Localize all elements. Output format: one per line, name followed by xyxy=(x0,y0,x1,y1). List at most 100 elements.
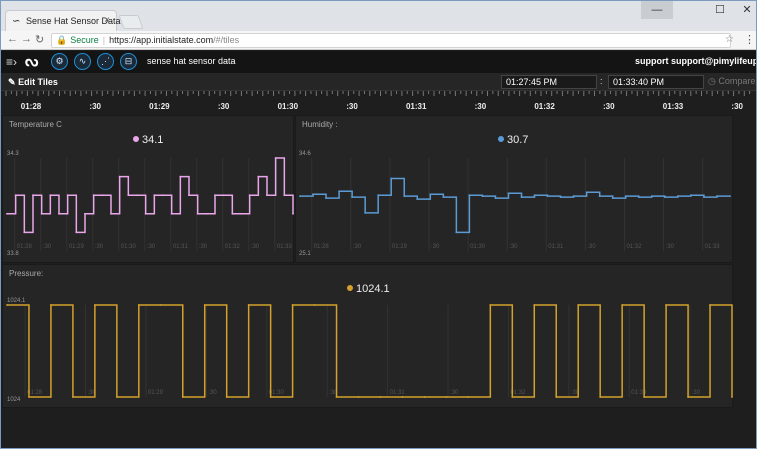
address-bar: ← → ↻ 🔒 Secure | https://app.initialstate.c… xyxy=(1,31,756,50)
data-point xyxy=(351,196,354,199)
x-tick-label: :30 xyxy=(587,244,596,250)
settings-icon[interactable]: ⚙ xyxy=(51,53,68,70)
x-tick-label: :30 xyxy=(251,244,260,250)
x-tick-label: 01:29 xyxy=(69,244,85,250)
minimize-button[interactable]: — xyxy=(641,1,673,19)
data-point xyxy=(299,195,301,198)
browser-tab[interactable]: ∽ Sense Hat Sensor Data × xyxy=(5,10,121,31)
initialstate-favicon-icon: ∽ xyxy=(12,16,21,27)
data-point xyxy=(468,194,471,197)
humidity-dot xyxy=(498,136,504,142)
bookmark-star-icon[interactable]: ☆ xyxy=(725,34,734,45)
data-point xyxy=(665,304,667,306)
x-tick-label: :30 xyxy=(692,390,701,396)
temperature-value-text: 34.1 xyxy=(142,134,164,146)
series-line xyxy=(300,177,730,234)
data-point xyxy=(50,304,52,306)
data-point xyxy=(14,194,17,197)
close-tab-icon[interactable]: × xyxy=(104,15,110,26)
data-point xyxy=(546,195,549,198)
data-point xyxy=(274,157,277,159)
pressure-title: Pressure: xyxy=(9,269,44,278)
data-point xyxy=(179,175,182,178)
pressure-dot xyxy=(347,285,353,291)
humidity-chart: 01:28:30 01:29:30 01:30:30 01:31:30 01:32:30… xyxy=(299,158,731,251)
bucket-name: sense hat sensor data xyxy=(147,56,236,66)
data-point xyxy=(379,396,382,398)
x-tick-label: 01:33 xyxy=(631,390,647,396)
data-point xyxy=(455,231,458,234)
x-tick-label: 01:29 xyxy=(148,390,164,396)
data-point xyxy=(6,212,8,215)
x-tick-label: 01:28 xyxy=(17,244,33,250)
close-window-button[interactable]: ✕ xyxy=(742,4,752,16)
x-tick-label: :30 xyxy=(147,244,156,250)
data-point xyxy=(403,195,406,198)
support-link[interactable]: support xyxy=(635,56,669,66)
waves-icon[interactable]: ∿ xyxy=(74,53,91,70)
data-point xyxy=(214,194,216,197)
data-point xyxy=(690,194,692,197)
data-point xyxy=(703,196,705,199)
data-point xyxy=(401,396,404,398)
data-point xyxy=(32,194,34,197)
pressure-ymax: 1024.1 xyxy=(7,298,26,304)
temperature-tile[interactable]: 01:28:30 01:29:30 01:30:30 01:31:30 01:32:30… xyxy=(2,115,294,263)
back-icon[interactable]: ← xyxy=(7,33,18,45)
timeline-label: :30 xyxy=(89,102,101,111)
data-point xyxy=(136,194,138,197)
temperature-chart: 01:28:30 01:29:30 01:30:30 01:31:30 01:32:30… xyxy=(6,157,294,251)
data-point xyxy=(520,196,523,199)
initialstate-logo: ᔓ xyxy=(25,53,39,70)
x-tick-label: 01:28 xyxy=(314,244,330,250)
data-point xyxy=(93,304,96,306)
x-tick-label: :30 xyxy=(431,244,440,250)
pressure-tile[interactable]: 01:28:30 01:29:30 01:30:30 01:31:30 01:32:30… xyxy=(2,264,733,408)
compare-toggle[interactable]: ◷ Compare xyxy=(708,76,755,87)
data-point xyxy=(533,194,536,197)
data-point xyxy=(325,197,327,200)
url-input[interactable]: 🔒 Secure | https://app.initialstate.com/#/t… xyxy=(51,33,731,48)
lock-icon: 🔒 xyxy=(56,35,68,45)
inbox-icon[interactable]: ⊟ xyxy=(120,53,137,70)
data-point xyxy=(75,231,78,234)
data-point xyxy=(127,194,130,197)
temperature-value: 34.1 xyxy=(133,134,163,146)
data-point xyxy=(650,195,653,198)
x-tick-label: :30 xyxy=(666,244,675,250)
data-point xyxy=(170,212,173,215)
edit-tiles-button[interactable]: ✎ Edit Tiles xyxy=(4,75,62,89)
data-point xyxy=(489,304,492,306)
new-tab-button[interactable] xyxy=(118,15,144,29)
data-point xyxy=(222,194,225,197)
url-path: /#/tiles xyxy=(213,35,240,45)
data-point xyxy=(6,304,8,306)
humidity-tile[interactable]: 01:28:30 01:29:30 01:30:30 01:31:30 01:32:30… xyxy=(295,115,733,263)
secure-label: Secure xyxy=(70,35,99,45)
x-tick-label: :30 xyxy=(450,390,459,396)
data-point xyxy=(445,396,448,398)
data-point xyxy=(687,396,689,398)
x-tick-label: :30 xyxy=(208,390,217,396)
timeline-ruler[interactable]: 01:28:30 01:29:30 01:30:30 01:31:30 01:32:30… xyxy=(1,91,756,115)
x-tick-label: 01:31 xyxy=(173,244,189,250)
reload-icon[interactable]: ↻ xyxy=(35,34,45,46)
user-email[interactable]: support@pimylifeup.com xyxy=(671,56,756,66)
start-time-input[interactable]: 01:27:45 PM xyxy=(501,75,597,89)
hamburger-menu-icon[interactable]: ≡› xyxy=(6,55,17,69)
data-point xyxy=(442,196,445,199)
x-tick-label: 01:32 xyxy=(225,244,241,250)
data-point xyxy=(709,304,711,306)
data-point xyxy=(599,396,602,398)
data-point xyxy=(481,195,484,198)
data-point xyxy=(101,194,104,197)
tab-title: Sense Hat Sensor Data xyxy=(26,16,121,26)
end-time-input[interactable]: 01:33:40 PM xyxy=(608,75,704,89)
chart-icon[interactable]: ⋰ xyxy=(97,53,114,70)
data-point xyxy=(203,304,206,306)
maximize-button[interactable]: ☐ xyxy=(715,4,725,16)
temperature-dot xyxy=(133,136,139,142)
browser-menu-icon[interactable]: ⋮ xyxy=(744,34,755,46)
data-point xyxy=(291,304,294,306)
forward-icon[interactable]: → xyxy=(21,33,32,45)
